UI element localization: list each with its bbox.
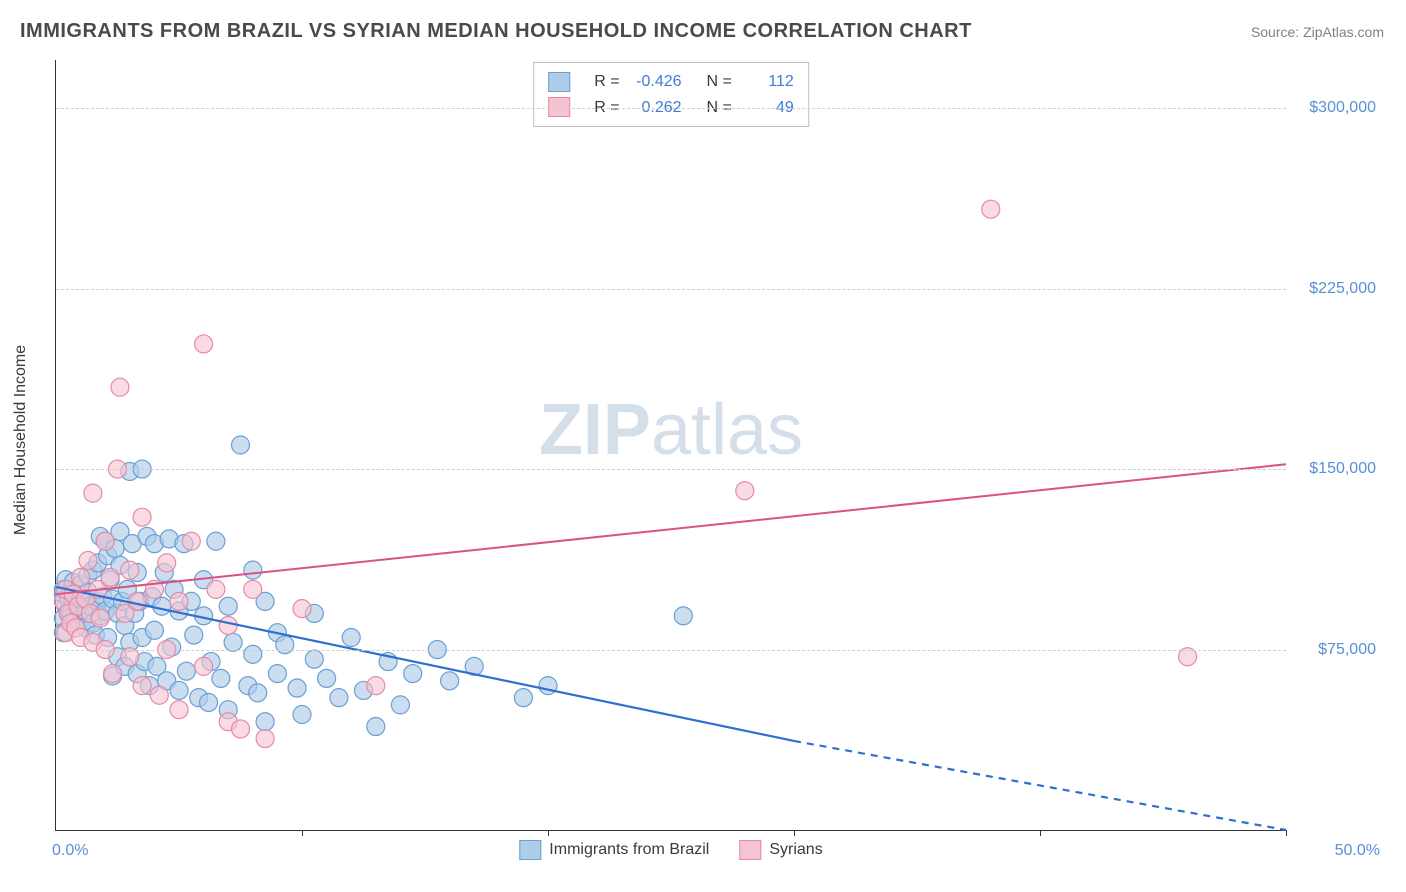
chart-source: Source: ZipAtlas.com — [1251, 24, 1384, 40]
point-brazil — [318, 669, 336, 687]
y-tick-label: $150,000 — [1296, 460, 1376, 478]
y-tick-label: $225,000 — [1296, 280, 1376, 298]
point-brazil — [185, 626, 203, 644]
point-brazil — [330, 689, 348, 707]
point-syrians — [72, 568, 90, 586]
gridline — [56, 289, 1286, 290]
x-max-label: 50.0% — [1335, 842, 1380, 860]
point-brazil — [288, 679, 306, 697]
plot-svg — [56, 60, 1286, 830]
point-brazil — [200, 693, 218, 711]
x-tick — [794, 830, 795, 836]
point-brazil — [145, 621, 163, 639]
point-syrians — [244, 580, 262, 598]
y-tick-label: $75,000 — [1296, 641, 1376, 659]
x-tick — [1286, 830, 1287, 836]
point-brazil — [256, 713, 274, 731]
point-brazil — [305, 650, 323, 668]
point-syrians — [133, 677, 151, 695]
point-brazil — [404, 665, 422, 683]
point-brazil — [293, 706, 311, 724]
series-legend-brazil: Immigrants from Brazil — [519, 840, 709, 860]
point-syrians — [84, 484, 102, 502]
point-brazil — [441, 672, 459, 690]
point-brazil — [232, 436, 250, 454]
point-syrians — [170, 701, 188, 719]
series-swatch-brazil — [519, 840, 541, 860]
point-syrians — [736, 482, 754, 500]
point-syrians — [367, 677, 385, 695]
x-tick — [302, 830, 303, 836]
point-syrians — [219, 616, 237, 634]
series-legend-syrians: Syrians — [739, 840, 822, 860]
point-syrians — [232, 720, 250, 738]
point-syrians — [104, 665, 122, 683]
point-syrians — [150, 686, 168, 704]
series-name-brazil: Immigrants from Brazil — [549, 841, 709, 858]
gridline — [56, 469, 1286, 470]
point-syrians — [195, 335, 213, 353]
point-syrians — [121, 561, 139, 579]
point-brazil — [268, 665, 286, 683]
x-min-label: 0.0% — [52, 842, 88, 860]
point-syrians — [293, 600, 311, 618]
point-brazil — [170, 681, 188, 699]
point-syrians — [111, 378, 129, 396]
point-syrians — [207, 580, 225, 598]
point-syrians — [256, 730, 274, 748]
point-brazil — [249, 684, 267, 702]
point-brazil — [367, 718, 385, 736]
point-brazil — [219, 597, 237, 615]
point-brazil — [207, 532, 225, 550]
gridline — [56, 108, 1286, 109]
x-tick — [1040, 830, 1041, 836]
chart-title: IMMIGRANTS FROM BRAZIL VS SYRIAN MEDIAN … — [20, 20, 972, 43]
point-brazil — [514, 689, 532, 707]
trend-dash-brazil — [794, 741, 1286, 830]
point-brazil — [153, 597, 171, 615]
y-tick-label: $300,000 — [1296, 99, 1376, 117]
point-brazil — [342, 629, 360, 647]
point-syrians — [182, 532, 200, 550]
series-name-syrians: Syrians — [769, 841, 822, 858]
point-brazil — [244, 561, 262, 579]
point-brazil — [212, 669, 230, 687]
series-swatch-syrians — [739, 840, 761, 860]
point-syrians — [158, 554, 176, 572]
y-axis-label: Median Household Income — [12, 345, 30, 535]
point-syrians — [79, 552, 97, 570]
point-syrians — [96, 532, 114, 550]
point-brazil — [391, 696, 409, 714]
trend-syrians — [56, 464, 1286, 594]
plot-area: ZIPatlas R = -0.426 N = 112 R = 0.262 N … — [55, 60, 1286, 831]
point-brazil — [276, 636, 294, 654]
point-syrians — [982, 200, 1000, 218]
point-brazil — [177, 662, 195, 680]
point-brazil — [244, 645, 262, 663]
x-tick — [548, 830, 549, 836]
series-legend: Immigrants from Brazil Syrians — [519, 840, 822, 860]
point-syrians — [128, 592, 146, 610]
point-syrians — [195, 657, 213, 675]
gridline — [56, 650, 1286, 651]
point-brazil — [674, 607, 692, 625]
point-syrians — [91, 609, 109, 627]
source-label: Source: — [1251, 24, 1303, 40]
chart-container: IMMIGRANTS FROM BRAZIL VS SYRIAN MEDIAN … — [0, 0, 1406, 892]
point-syrians — [170, 592, 188, 610]
point-syrians — [133, 508, 151, 526]
point-syrians — [101, 568, 119, 586]
y-axis-label-container: Median Household Income — [12, 250, 30, 440]
source-value: ZipAtlas.com — [1303, 24, 1384, 40]
